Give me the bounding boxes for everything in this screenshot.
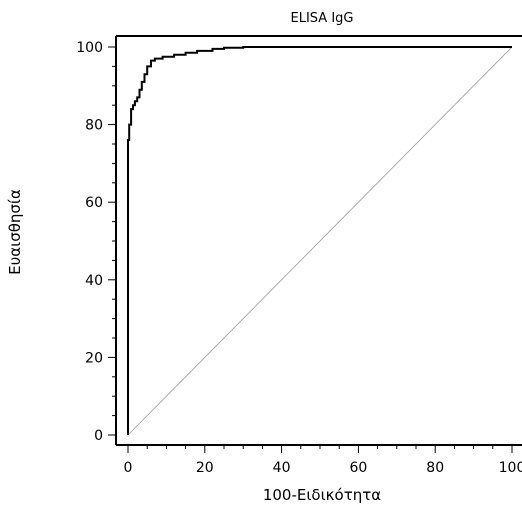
plot-frame (115, 35, 522, 446)
x-axis-title: 100-Ειδικότητα (263, 486, 381, 504)
y-tick-label: 0 (94, 428, 103, 444)
x-tick-label: 20 (196, 460, 214, 476)
x-tick-label: 100 (499, 460, 522, 476)
x-tick-label: 60 (349, 460, 367, 476)
x-tick-label: 40 (273, 460, 291, 476)
y-tick-label: 60 (85, 195, 103, 211)
y-tick-label: 20 (85, 350, 103, 366)
x-tick-label: 0 (124, 460, 133, 476)
roc-curve-line (127, 46, 512, 435)
y-axis-ticks: 0 20 40 60 80 100 (76, 40, 116, 444)
chart-title: ELISA IgG (291, 11, 354, 26)
y-tick-label: 40 (85, 273, 103, 289)
y-tick-label: 80 (85, 118, 103, 134)
x-tick-label: 80 (426, 460, 444, 476)
y-axis-title: Ευαισθησία (6, 189, 24, 275)
x-axis-ticks: 0 20 40 60 80 100 (124, 445, 522, 476)
y-tick-label: 100 (76, 40, 103, 56)
reference-diagonal-line (127, 46, 513, 436)
